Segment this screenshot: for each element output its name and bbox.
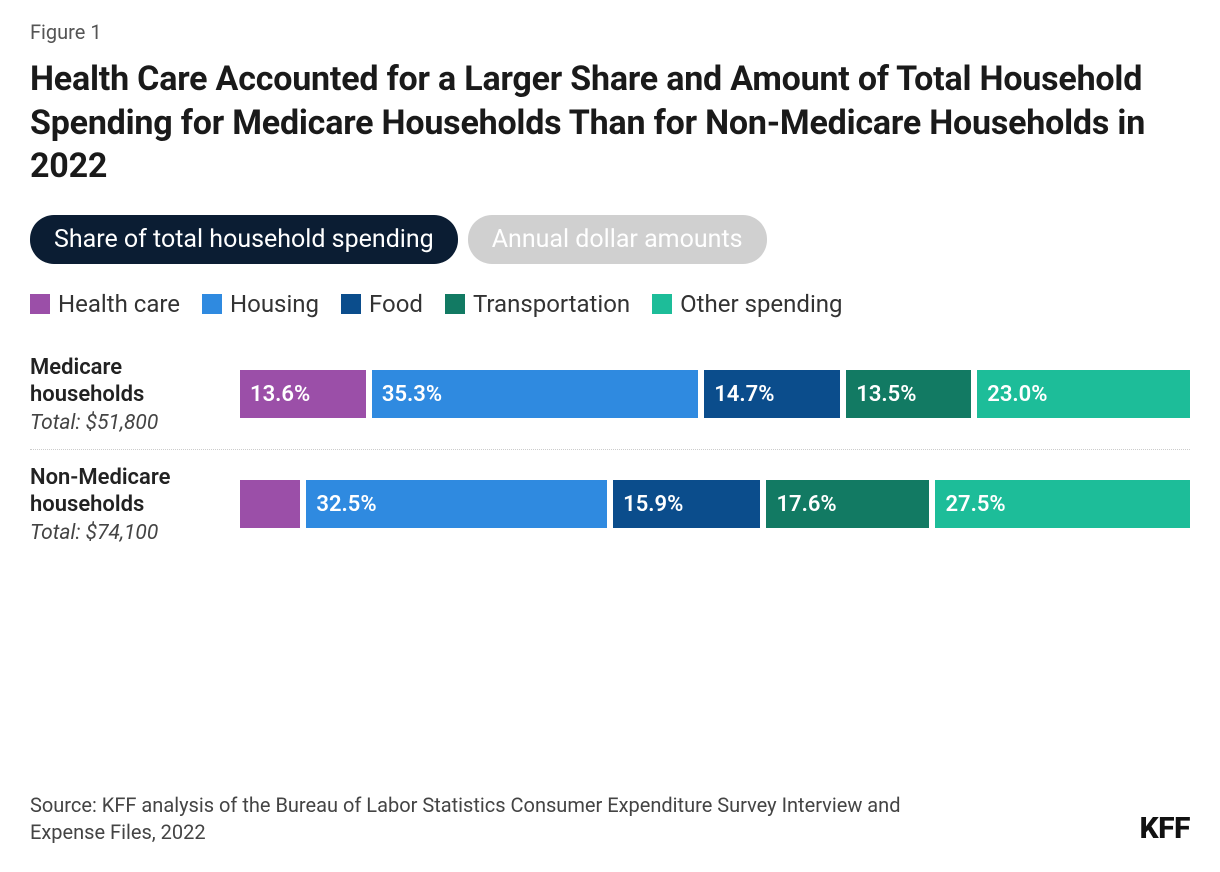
legend-item[interactable]: Other spending <box>652 290 842 318</box>
bar-segment[interactable]: 17.6% <box>766 480 929 528</box>
legend-label: Housing <box>230 290 319 318</box>
legend-item[interactable]: Housing <box>202 290 319 318</box>
legend: Health care Housing Food Transportation Othe… <box>30 290 1190 318</box>
legend-swatch <box>30 294 50 314</box>
row-name: Non-Medicare households <box>30 464 232 519</box>
legend-swatch <box>652 294 672 314</box>
bar-segment[interactable]: 13.6% <box>240 370 366 418</box>
bar-segment[interactable]: 27.5% <box>935 480 1190 528</box>
legend-label: Other spending <box>680 290 842 318</box>
tab-share[interactable]: Share of total household spending <box>30 215 458 264</box>
legend-swatch <box>202 294 222 314</box>
chart-row: Non-Medicare householdsTotal: $74,10032.… <box>30 450 1190 559</box>
bar-segment[interactable]: 13.5% <box>846 370 971 418</box>
row-total: Total: $74,100 <box>30 521 232 545</box>
bar-segment[interactable]: 32.5% <box>306 480 607 528</box>
bar-segment[interactable]: 23.0% <box>977 370 1190 418</box>
bar-segment[interactable]: 14.7% <box>704 370 840 418</box>
bar-segment[interactable] <box>240 480 300 528</box>
stacked-bar: 32.5%15.9%17.6%27.5% <box>240 480 1190 528</box>
legend-label: Health care <box>58 290 180 318</box>
legend-swatch <box>445 294 465 314</box>
stacked-bar: 13.6%35.3%14.7%13.5%23.0% <box>240 370 1190 418</box>
legend-item[interactable]: Food <box>341 290 423 318</box>
legend-label: Food <box>369 290 423 318</box>
legend-item[interactable]: Health care <box>30 290 180 318</box>
legend-label: Transportation <box>473 290 630 318</box>
bar-segment[interactable]: 35.3% <box>372 370 698 418</box>
figure-label: Figure 1 <box>30 20 1190 44</box>
tab-dollar[interactable]: Annual dollar amounts <box>468 215 767 264</box>
legend-swatch <box>341 294 361 314</box>
row-name: Medicare households <box>30 354 232 409</box>
bar-segment[interactable]: 15.9% <box>613 480 760 528</box>
legend-item[interactable]: Transportation <box>445 290 630 318</box>
source-note: Source: KFF analysis of the Bureau of La… <box>30 792 910 846</box>
brand-logo: KFF <box>1139 811 1190 846</box>
row-label: Non-Medicare householdsTotal: $74,100 <box>30 464 240 545</box>
page-title: Health Care Accounted for a Larger Share… <box>30 58 1190 189</box>
tab-group: Share of total household spending Annual… <box>30 215 1190 264</box>
chart-row: Medicare householdsTotal: $51,80013.6%35… <box>30 340 1190 450</box>
row-total: Total: $51,800 <box>30 411 232 435</box>
row-label: Medicare householdsTotal: $51,800 <box>30 354 240 435</box>
stacked-bar-chart: Medicare householdsTotal: $51,80013.6%35… <box>30 340 1190 559</box>
